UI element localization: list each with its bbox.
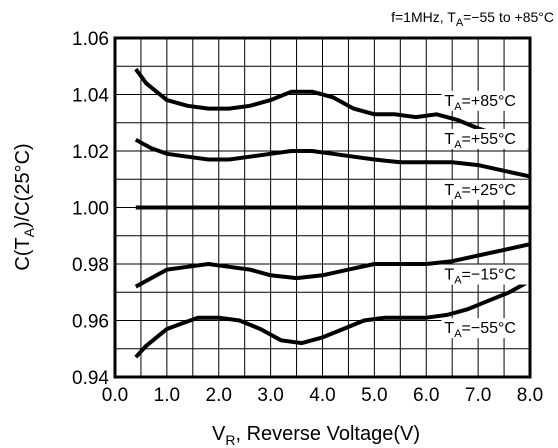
series-label-background — [441, 318, 538, 339]
series-label: TA=+25°C — [444, 182, 516, 202]
series-line — [134, 279, 531, 359]
x-axis-title: VR, Reverse Voltage(V) — [212, 423, 420, 448]
series-label: TA=+55°C — [444, 131, 516, 151]
y-tick-labels: 0.94 0.96 0.98 1.00 1.02 1.04 1.06 — [72, 29, 109, 389]
series-label-background — [441, 264, 538, 285]
x-tick-label: 0.0 — [102, 385, 128, 406]
y-tick-label: 0.96 — [72, 312, 109, 333]
y-tick-label: 1.00 — [72, 199, 109, 220]
series-line — [134, 67, 531, 151]
series-label: TA=−15°C — [444, 267, 516, 287]
test-condition: f=1MHz, TA=−55 to +85°C — [391, 9, 554, 29]
x-tick-label: 3.0 — [257, 385, 283, 406]
x-tick-label: 6.0 — [413, 385, 439, 406]
x-tick-label: 2.0 — [206, 385, 232, 406]
series-label-background — [441, 179, 538, 200]
series-lines — [134, 67, 531, 359]
x-tick-label: 7.0 — [465, 385, 491, 406]
x-tick-label: 5.0 — [361, 385, 387, 406]
y-tick-label: 1.04 — [72, 86, 109, 107]
series-label: TA=+85°C — [444, 93, 516, 113]
plot-frame — [113, 36, 532, 379]
x-tick-label: 1.0 — [154, 385, 180, 406]
y-axis-title: C(TA)/C(25°C) — [12, 143, 37, 270]
y-tick-label: 0.94 — [72, 368, 109, 389]
x-tick-labels: 0.0 1.0 2.0 3.0 4.0 5.0 6.0 7.0 8.0 — [102, 385, 543, 406]
series-label-background — [441, 90, 538, 111]
series-labels: TA=+85°C TA=+55°C TA=+25°C TA=−15°C TA=−55°C — [441, 90, 538, 340]
series-label: TA=−55°C — [444, 320, 516, 340]
y-tick-label: 1.02 — [72, 142, 109, 163]
y-tick-label: 1.06 — [72, 29, 109, 50]
y-tick-label: 0.98 — [72, 255, 109, 276]
x-tick-label: 8.0 — [517, 385, 543, 406]
series-label-background — [441, 128, 538, 149]
x-tick-label: 4.0 — [309, 385, 335, 406]
series-line — [134, 137, 531, 179]
series-line — [134, 242, 531, 289]
